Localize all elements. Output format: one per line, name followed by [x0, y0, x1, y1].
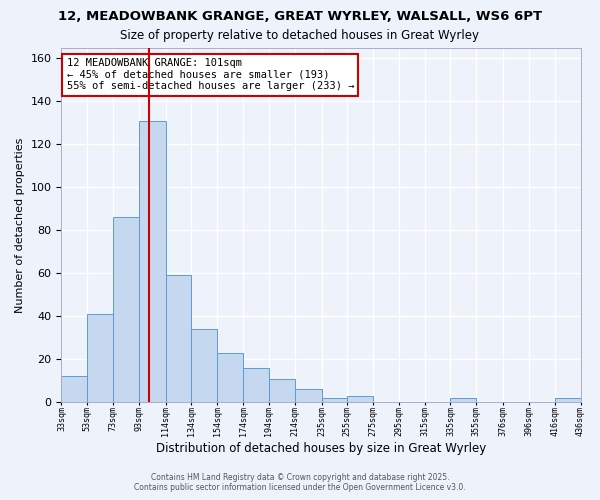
Text: 12 MEADOWBANK GRANGE: 101sqm
← 45% of detached houses are smaller (193)
55% of s: 12 MEADOWBANK GRANGE: 101sqm ← 45% of de… — [67, 58, 354, 92]
Bar — [322, 398, 347, 402]
Bar — [555, 398, 581, 402]
Text: Size of property relative to detached houses in Great Wyrley: Size of property relative to detached ho… — [121, 29, 479, 42]
Bar — [295, 390, 322, 402]
Bar — [113, 218, 139, 402]
Bar — [451, 398, 476, 402]
Text: 12, MEADOWBANK GRANGE, GREAT WYRLEY, WALSALL, WS6 6PT: 12, MEADOWBANK GRANGE, GREAT WYRLEY, WAL… — [58, 10, 542, 23]
Bar — [166, 276, 191, 402]
Bar — [191, 329, 217, 402]
Bar — [269, 378, 295, 402]
Bar — [347, 396, 373, 402]
Bar — [243, 368, 269, 402]
Bar — [217, 353, 243, 403]
Text: Contains HM Land Registry data © Crown copyright and database right 2025.
Contai: Contains HM Land Registry data © Crown c… — [134, 473, 466, 492]
Bar — [87, 314, 113, 402]
Y-axis label: Number of detached properties: Number of detached properties — [15, 137, 25, 312]
Bar — [139, 120, 166, 402]
Bar — [61, 376, 87, 402]
X-axis label: Distribution of detached houses by size in Great Wyrley: Distribution of detached houses by size … — [156, 442, 486, 455]
